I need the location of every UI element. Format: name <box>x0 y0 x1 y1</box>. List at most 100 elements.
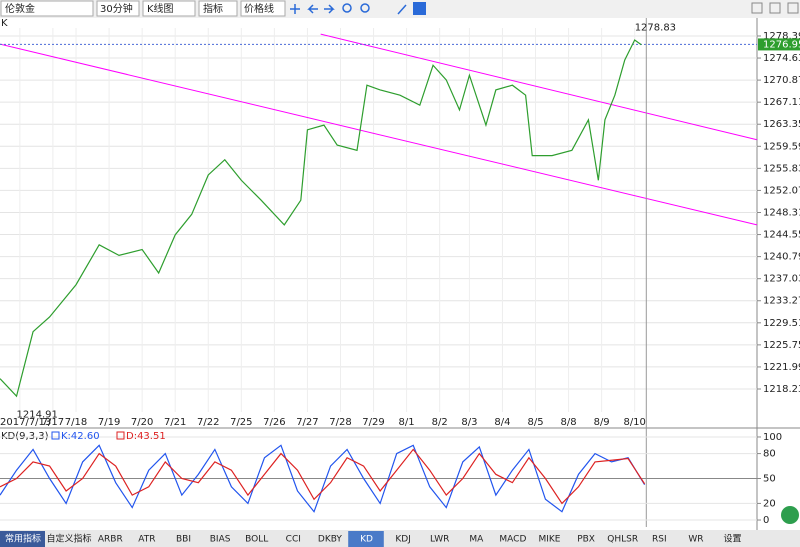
y-tick-label: 0 <box>763 515 769 526</box>
tab-label[interactable]: MACD <box>499 535 526 545</box>
x-tick-label: 7/19 <box>98 417 120 428</box>
crosshair-tool[interactable] <box>290 4 300 14</box>
tab-label[interactable]: 常用指标 <box>5 533 41 545</box>
close-button[interactable] <box>787 2 799 14</box>
x-tick-label: 8/1 <box>399 417 415 428</box>
y-tick-label: 100 <box>763 432 782 443</box>
x-tick-label: 7/22 <box>197 417 219 428</box>
tab-label[interactable]: MA <box>469 535 484 545</box>
tab[interactable] <box>0 531 45 547</box>
tab-label[interactable]: RSI <box>652 535 667 545</box>
tab-label[interactable]: ARBR <box>98 535 123 545</box>
tab-label[interactable]: CCI <box>286 535 301 545</box>
tab[interactable] <box>531 531 567 547</box>
forward-button[interactable] <box>324 4 335 14</box>
x-tick-label: 7/21 <box>164 417 186 428</box>
zoom-in[interactable] <box>342 3 352 13</box>
period-select[interactable] <box>96 0 140 17</box>
tab[interactable] <box>46 531 91 547</box>
tab[interactable] <box>201 531 238 547</box>
price-line-select[interactable] <box>240 0 286 17</box>
y-tick-label: 1274.63 <box>763 53 800 64</box>
tab[interactable] <box>238 531 274 547</box>
draw-tool[interactable] <box>397 4 407 15</box>
y-tick-label: 1267.11 <box>763 97 800 108</box>
y-tick-label: 1244.55 <box>763 230 800 241</box>
status-icon <box>781 506 799 524</box>
tab[interactable] <box>641 531 677 547</box>
indicator: 指标 <box>203 2 223 15</box>
tab[interactable] <box>348 531 384 547</box>
tab-label[interactable]: 设置 <box>723 534 741 545</box>
x-tick-label: 7/28 <box>329 417 351 428</box>
x-tick-label: 8/2 <box>432 417 448 428</box>
symbol-select[interactable] <box>0 0 94 17</box>
y-tick-label: 1218.23 <box>763 384 800 395</box>
tab[interactable] <box>458 531 494 547</box>
tab[interactable] <box>567 531 604 547</box>
tab-label[interactable]: BBI <box>176 535 191 545</box>
tab-label[interactable]: KD <box>360 535 373 545</box>
zoom-out[interactable] <box>360 3 370 13</box>
y-tick-label: 1221.99 <box>763 362 800 373</box>
back-button[interactable] <box>307 4 318 14</box>
x-tick-label: 8/3 <box>461 417 477 428</box>
y-tick-label: 50 <box>763 474 776 485</box>
tab-label[interactable]: WR <box>688 535 703 545</box>
indicator-select[interactable] <box>198 0 238 17</box>
tab[interactable] <box>311 531 348 547</box>
tab[interactable] <box>128 531 165 547</box>
chart-kind-select[interactable] <box>142 0 196 17</box>
tab[interactable] <box>604 531 640 547</box>
x-tick-label: 7/29 <box>362 417 384 428</box>
tab-label[interactable]: QHLSR <box>607 535 638 545</box>
x-tick-label: 8/8 <box>561 417 577 428</box>
tab[interactable] <box>677 531 714 547</box>
tab-label[interactable]: LWR <box>430 535 449 545</box>
tab-label[interactable]: DKBY <box>318 535 343 545</box>
y-tick-label: 1259.59 <box>763 141 800 152</box>
y-tick-label: 1233.27 <box>763 296 800 307</box>
tab[interactable] <box>421 531 457 547</box>
series-line <box>0 448 646 505</box>
series-line <box>0 39 642 398</box>
y-tick-label: 1255.83 <box>763 163 800 174</box>
x-tick-label: 7/26 <box>263 417 285 428</box>
x-tick-label: 7/25 <box>230 417 252 428</box>
y-tick-label: 1237.03 <box>763 274 800 285</box>
y-tick-label: 1252.07 <box>763 185 800 196</box>
x-tick-label: 7/18 <box>65 417 87 428</box>
price-line: 价格线 <box>244 2 274 15</box>
tab[interactable] <box>494 531 531 547</box>
minimize-button[interactable] <box>751 2 763 14</box>
price-annotation: 1214.91 <box>17 409 58 420</box>
tab-label[interactable]: 自定义指标 <box>46 533 91 545</box>
restore-button[interactable] <box>769 2 781 14</box>
tab[interactable] <box>92 531 128 547</box>
x-tick-label: 8/5 <box>527 417 543 428</box>
y-tick-label: 1263.35 <box>763 119 800 130</box>
link-tool[interactable] <box>413 2 426 15</box>
tab-label[interactable]: MIKE <box>538 535 560 545</box>
series-line <box>0 444 646 513</box>
x-tick-label: 8/10 <box>623 417 645 428</box>
x-tick-label: 7/17 <box>42 417 64 428</box>
period: 30分钟 <box>100 2 133 15</box>
tab-label[interactable]: BOLL <box>245 535 268 545</box>
tab-label[interactable]: ATR <box>138 535 155 545</box>
y-tick-label: 20 <box>763 498 776 509</box>
tab-label[interactable]: KDJ <box>395 535 411 545</box>
x-tick-label: 2017/7/13 <box>0 417 51 428</box>
chart-kind: K线图 <box>147 2 174 15</box>
tab-label[interactable]: PBX <box>577 535 595 545</box>
tab[interactable] <box>275 531 311 547</box>
tab[interactable] <box>165 531 201 547</box>
x-tick-label: 7/20 <box>131 417 153 428</box>
tab[interactable] <box>714 531 750 547</box>
legend-swatch <box>51 431 60 440</box>
tab-label[interactable]: BIAS <box>210 535 231 545</box>
x-tick-label: 8/4 <box>494 417 510 428</box>
y-tick-label: 1229.51 <box>763 318 800 329</box>
tab[interactable] <box>384 531 421 547</box>
